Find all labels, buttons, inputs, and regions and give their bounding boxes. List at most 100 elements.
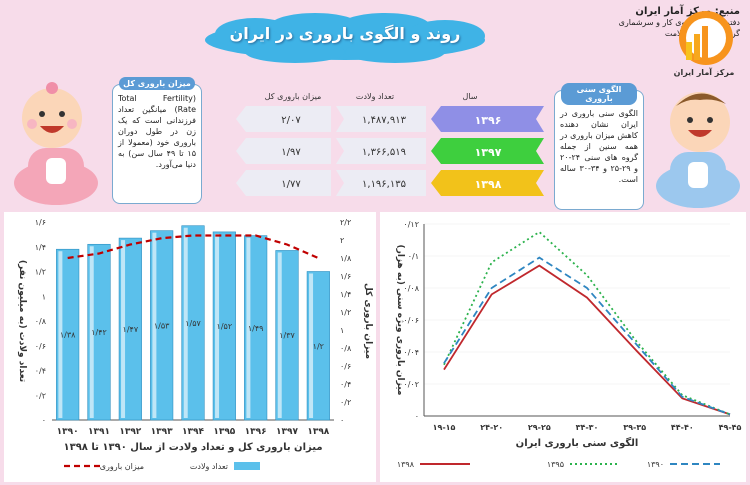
x-tick: ۴۴-۴۰ xyxy=(671,423,694,432)
bar-highlight xyxy=(152,232,157,418)
source-line-1: منبع: مرکز آمار ایران xyxy=(635,6,740,17)
bar-highlight xyxy=(309,273,314,418)
bar-label: ۱/۲ xyxy=(313,342,324,351)
tfr-definition-text: (Total Fertility Rate) میانگین تعداد فرز… xyxy=(118,94,196,169)
y-tick: ۰ xyxy=(415,412,419,421)
row-tfr-cell xyxy=(236,170,331,196)
y-tick: ۰/۰۴ xyxy=(403,348,419,357)
bar-label: ۱/۳۸ xyxy=(60,331,76,340)
bar-highlight xyxy=(58,251,63,418)
y-left-tick: ۱/۴ xyxy=(35,243,46,252)
legend-label: ۱۳۹۰ xyxy=(647,460,664,469)
x-tick: ۱۳۹۵ xyxy=(213,427,235,437)
y-right-tick: ۰/۶ xyxy=(340,362,351,371)
summary-table: ۲/۰۷ ۱,۴۸۷,۹۱۳ ۱۳۹۶ ۱/۹۷ ۱,۳۶۶,۵۱۹ ۱۳۹۷ ۱/۷۷ ۱,… xyxy=(236,106,544,196)
legend-line-label: میزان باروری xyxy=(100,462,144,471)
logo-text: مرکز آمار ایران xyxy=(673,68,735,77)
x-tick: ۴۹-۴۵ xyxy=(719,423,742,432)
y-right-tick: ۱/۸ xyxy=(340,254,352,263)
y-tick: ۰/۱۲ xyxy=(403,220,419,229)
legend-label: ۱۳۹۵ xyxy=(547,460,564,469)
row-tfr: ۱/۹۷ xyxy=(281,147,301,158)
bar-highlight xyxy=(89,246,94,418)
row-year: ۱۳۹۸ xyxy=(475,178,502,191)
bar-label: ۱/۴۹ xyxy=(248,324,264,333)
y-right-tick: ۱/۶ xyxy=(340,272,351,281)
row-tfr-cell xyxy=(236,138,331,164)
row-tfr: ۲/۰۷ xyxy=(281,115,301,126)
bar-label: ۱/۵۷ xyxy=(185,319,201,328)
y-left-title: تعداد ولادت (به میلیون نفر) xyxy=(17,260,27,382)
y-right-tick: ۰/۴ xyxy=(340,380,351,389)
row-births-cell xyxy=(336,170,426,196)
x-tick: ۱۳۹۰ xyxy=(57,427,79,437)
row-births-cell xyxy=(336,138,426,164)
row-tfr: ۱/۷۷ xyxy=(281,179,301,190)
x-tick: ۱۳۹۷ xyxy=(276,427,298,437)
y-right-tick: ۲ xyxy=(340,236,344,245)
row-tfr-cell xyxy=(236,106,331,132)
x-tick: ۳۹-۳۵ xyxy=(623,423,646,432)
y-right-tick: ۱/۴ xyxy=(340,290,351,299)
tfr-definition-title: میزان باروری کل xyxy=(119,77,195,90)
row-year-cell xyxy=(431,106,544,132)
bar-highlight xyxy=(121,240,126,418)
y-tick: ۰/۰۶ xyxy=(403,316,419,325)
y-right-tick: ۱ xyxy=(340,326,344,335)
x-tick: ۲۹-۲۵ xyxy=(528,423,551,432)
row-births: ۱,۴۸۷,۹۱۳ xyxy=(362,115,407,126)
series-line xyxy=(443,230,731,416)
row-year-cell xyxy=(431,170,544,196)
row-births: ۱,۱۹۶,۱۳۵ xyxy=(362,179,406,190)
bar-label: ۱/۵۳ xyxy=(154,321,170,330)
x-tick: ۱۳۹۲ xyxy=(119,427,141,437)
asfr-definition-text: الگوی سنی باروری در ایران نشان دهنده کاه… xyxy=(560,109,638,184)
header-births: تعداد ولادت xyxy=(355,92,395,101)
asfr-chart: ۰ ۰/۰۲ ۰/۰۴ ۰/۰۶ ۰/۰۸ ۰/۱ ۰/۱۲ ۱۹-۱۵ ۲۴-۲۰ ۲۹-۲۵ ۳… xyxy=(395,220,742,469)
y-left-tick: ۰/۶ xyxy=(35,342,46,351)
bar-highlight xyxy=(277,252,282,418)
y-tick: ۰/۰۲ xyxy=(403,380,419,389)
y-right-tick: ۰/۸ xyxy=(340,344,352,353)
row-births: ۱,۳۶۶,۵۱۹ xyxy=(362,147,406,158)
y-tick: ۰/۰۸ xyxy=(403,284,419,293)
bar-highlight xyxy=(183,227,188,418)
header-year: سال xyxy=(462,92,478,101)
births-tfr-chart: ۰ ۰/۲ ۰/۴ ۰/۶ ۰/۸ ۱ ۱/۲ ۱/۴ ۱/۶ ۰ ۰/۲ ۰/۴ ۰/۶ ۰/۸ ۱ ۱/۲… xyxy=(17,218,373,471)
x-tick: ۳۴-۳۰ xyxy=(576,423,599,432)
bar-label: ۱/۳۷ xyxy=(279,331,295,340)
x-tick: ۱۳۹۳ xyxy=(151,427,173,437)
y-right-title: میزان باروری کل xyxy=(363,283,373,359)
legend-label: ۱۳۹۸ xyxy=(397,460,415,469)
x-tick: ۲۴-۲۰ xyxy=(480,423,503,432)
bar-label: ۱/۵۲ xyxy=(217,322,233,331)
series-line xyxy=(443,264,731,416)
y-left-tick: ۰/۲ xyxy=(35,391,46,400)
x-tick: ۱۳۹۸ xyxy=(307,427,329,437)
y-left-tick: ۱/۶ xyxy=(35,218,46,227)
tfr-line xyxy=(67,234,319,260)
y-left-tick: ۱/۲ xyxy=(35,268,46,277)
y-right-tick: ۰ xyxy=(340,416,344,425)
row-births-cell xyxy=(336,106,426,132)
row-year-cell xyxy=(431,138,544,164)
y-left-tick: ۰ xyxy=(42,416,46,425)
asfr-definition-title: الگوی سنی باروری xyxy=(561,83,637,105)
x-tick: ۱۹-۱۵ xyxy=(433,423,456,432)
title-cloud xyxy=(205,13,485,63)
line-chart-ylabel: میزان باروری ویژه سنی (به هزار) xyxy=(395,245,405,396)
legend-bar-label: تعداد ولادت xyxy=(190,462,228,471)
y-left-tick: ۱ xyxy=(42,292,46,301)
y-right-tick: ۲/۲ xyxy=(340,218,351,227)
tfr-definition-bubble: میزان باروری کل (Total Fertility Rate) م… xyxy=(112,77,202,204)
bar-highlight xyxy=(246,237,251,418)
x-tick: ۱۳۹۶ xyxy=(245,427,267,437)
sci-logo-icon xyxy=(679,11,733,65)
y-right-tick: ۱/۲ xyxy=(340,308,351,317)
x-tick: ۱۳۹۱ xyxy=(88,427,110,437)
bar-chart-title: میزان باروری کل و تعداد ولادت از سال ۱۳۹… xyxy=(63,442,322,453)
line-chart-panel xyxy=(380,212,746,482)
row-year: ۱۳۹۷ xyxy=(475,146,502,159)
series-line xyxy=(443,256,731,416)
y-tick: ۰/۱ xyxy=(408,252,419,261)
